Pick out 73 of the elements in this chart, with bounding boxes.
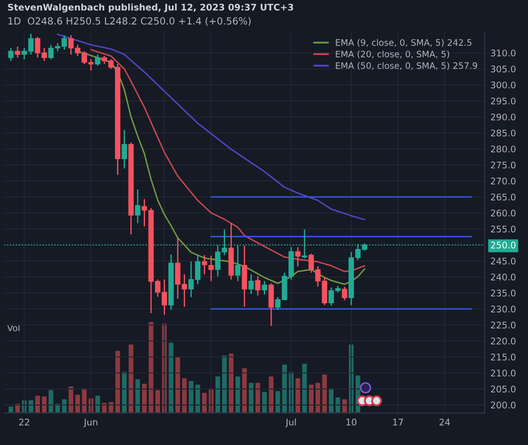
y-tick-label: 200.0 [490,402,516,409]
bar [202,392,207,413]
candlestick [248,274,254,295]
bar [175,357,180,413]
y-tick-label: 270.0 [490,178,516,184]
y-tick-label: 205.0 [490,386,516,393]
bar [262,392,267,413]
y-tick-label: 255.0 [490,226,516,232]
bar [48,390,54,413]
bar [342,399,347,413]
candlestick [268,282,274,327]
bar [242,368,247,413]
y-tick-label: 220.0 [490,338,516,344]
y-tick-label: 310.0 [490,50,516,56]
bar [148,322,154,413]
y-tick-label: 300.0 [490,82,516,88]
y-tick-label: 210.0 [490,370,516,377]
bar [128,344,134,413]
candlestick [122,129,128,170]
candlestick [8,47,14,62]
x-tick-label: Jun [83,418,98,428]
y-tick-label: 260.0 [490,210,516,216]
x-tick-label: Jul [285,418,296,428]
y-tick-label: 240.0 [490,274,516,280]
y-tick-label: 245.0 [490,258,516,264]
bar [135,379,140,413]
candlestick [208,255,214,282]
bar [75,394,80,413]
candlestick [255,276,260,296]
y-tick-label: 290.0 [490,114,516,120]
y-tick-label: 225.0 [490,322,516,328]
bar [68,386,74,413]
y-tick-label: 235.0 [490,290,516,296]
x-tick-label: 22 [19,418,30,426]
bar [222,355,227,413]
candlestick [94,54,100,66]
y-tick-label: 250.0 [490,242,516,248]
candlestick [242,244,248,308]
y-tick-label: 295.0 [490,98,516,104]
bar [268,376,274,413]
bar [28,400,34,413]
candlestick [135,188,140,224]
bar [155,390,160,413]
candlestick [262,280,268,296]
legend-label: EMA (9, close, 0, SMA, 5) 242.5 [336,39,472,47]
candlestick [342,286,348,301]
x-tick-label: 10 [346,418,356,426]
bar [215,376,220,413]
bar [8,406,14,413]
y-tick-label: 275.0 [490,162,516,168]
x-tick-label: 24 [440,418,450,426]
candlestick [14,46,20,58]
bar [302,364,307,413]
legend-label: EMA (20, close, 0, SMA, 5) [336,50,450,58]
legend-label: EMA (50, close, 0, SMA, 5) 257.9 [336,62,478,70]
bar [275,391,280,413]
candlestick [202,254,208,275]
bar [188,381,194,413]
text: StevenWalgenbach published, Jul 12, 2023 09:37 UTC+3 [8,4,294,12]
x-tick-label: 17 [393,418,403,426]
bar [168,342,174,413]
bar [235,376,240,413]
y-tick-label: 280.0 [490,146,516,152]
y-tick-label: 305.0 [490,66,516,72]
y-tick-label: 285.0 [490,130,516,136]
bar [322,374,327,413]
y-tick-label: 215.0 [490,354,516,360]
bar [282,364,287,413]
bar [108,402,114,413]
chart-title: 1D O248.6 H250.5 L248.2 C250.0 +1.4 (+0.56%) [8,17,251,26]
candlestick [295,246,301,267]
y-tick-label: 230.0 [490,306,516,312]
y-tick-label: 265.0 [490,194,516,200]
